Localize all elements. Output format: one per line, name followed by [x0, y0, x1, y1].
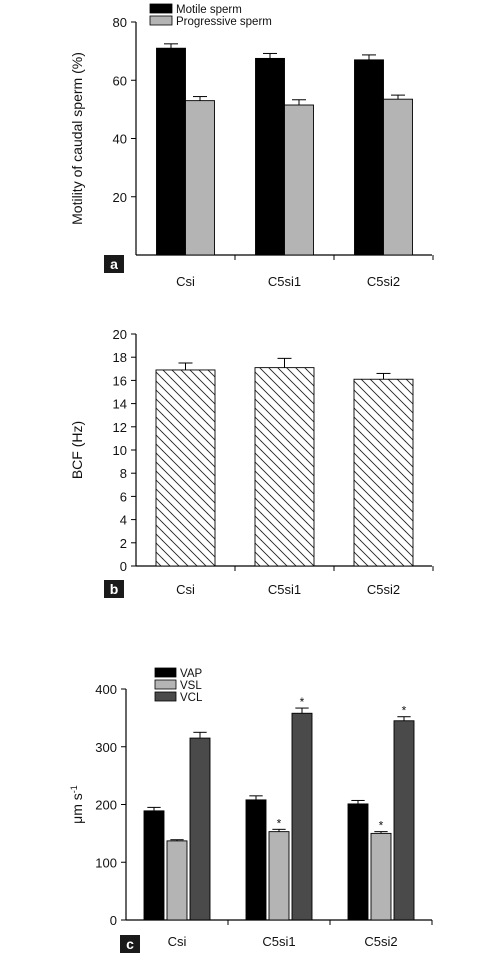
y-tick-label: 16: [113, 373, 127, 388]
panel-b-chart: 0 2 4 6 8 10 12 14 16 18 20 Csi C5si1 C5si2 BCF (Hz) b: [69, 327, 434, 598]
legend-swatch: [154, 667, 177, 678]
legend-swatch: [154, 679, 177, 690]
panel-badge: [104, 255, 124, 273]
bar: [370, 832, 392, 921]
legend-label: VCL: [180, 692, 203, 704]
bar: [189, 737, 211, 921]
significance-mark: *: [402, 704, 407, 718]
y-tick-label: 8: [120, 466, 127, 481]
bar: [155, 369, 216, 567]
y-tick-label: 14: [113, 397, 127, 412]
y-tick-label: 80: [113, 15, 127, 30]
x-tick-label: Csi: [176, 582, 195, 597]
panel-letter: a: [110, 256, 118, 272]
panel-badge: [120, 935, 140, 953]
x-tick-label: C5si2: [364, 934, 397, 949]
significance-mark: *: [379, 819, 384, 833]
y-tick-label: 0: [120, 559, 127, 574]
y-axis-label-superscript: -1: [69, 785, 79, 793]
bar: [268, 831, 290, 921]
panel-a-chart: 20 40 60 80 Csi C5si1 C5si2 Motility of caudal …: [69, 3, 434, 289]
bar: [185, 100, 215, 256]
significance-mark: *: [277, 816, 282, 830]
y-tick-label: 0: [110, 913, 117, 928]
bar: [156, 47, 186, 256]
bar: [245, 799, 267, 921]
panel-letter: b: [110, 581, 119, 597]
bar: [383, 98, 413, 256]
y-tick-label: 20: [113, 327, 127, 342]
bar: [255, 57, 285, 256]
bar: [354, 59, 384, 256]
y-tick-label: 20: [113, 190, 127, 205]
panel-letter: c: [126, 936, 134, 952]
y-axis-label: Motility of caudal sperm (%): [69, 52, 85, 225]
significance-mark: *: [300, 695, 305, 709]
y-tick-label: 12: [113, 420, 127, 435]
bar: [284, 104, 314, 256]
legend-label: VAP: [180, 668, 202, 680]
bar: [143, 810, 165, 921]
x-tick-label: C5si2: [367, 582, 400, 597]
y-tick-label: 10: [113, 443, 127, 458]
y-tick-label: 4: [120, 513, 127, 528]
y-tick-label: 200: [95, 798, 117, 813]
y-tick-label: 6: [120, 489, 127, 504]
y-tick-label: 40: [113, 132, 127, 147]
x-tick-label: C5si1: [262, 934, 295, 949]
legend-swatch: [149, 3, 173, 14]
y-axis-label: BCF (Hz): [69, 421, 85, 479]
legend-swatch: [149, 15, 173, 26]
y-tick-label: 100: [95, 855, 117, 870]
x-tick-label: Csi: [168, 934, 187, 949]
x-tick-label: C5si1: [268, 274, 301, 289]
y-tick-label: 400: [95, 682, 117, 697]
y-axis-label: μm s-1: [69, 785, 85, 824]
bar: [254, 367, 315, 567]
y-tick-label: 60: [113, 73, 127, 88]
x-tick-label: C5si2: [367, 274, 400, 289]
legend-swatch: [154, 691, 177, 702]
legend-label: Progressive sperm: [176, 16, 272, 28]
y-tick-label: 2: [120, 536, 127, 551]
legend-label: Motile sperm: [176, 4, 242, 16]
legend-label: VSL: [180, 680, 202, 692]
bar: [393, 720, 415, 921]
x-tick-label: Csi: [176, 274, 195, 289]
bar: [166, 840, 188, 921]
bar: [347, 803, 369, 921]
y-tick-label: 300: [95, 740, 117, 755]
panel-badge: [104, 580, 124, 598]
bar: [291, 712, 313, 921]
x-tick-label: C5si1: [268, 582, 301, 597]
bar: [353, 378, 414, 567]
y-tick-label: 18: [113, 350, 127, 365]
